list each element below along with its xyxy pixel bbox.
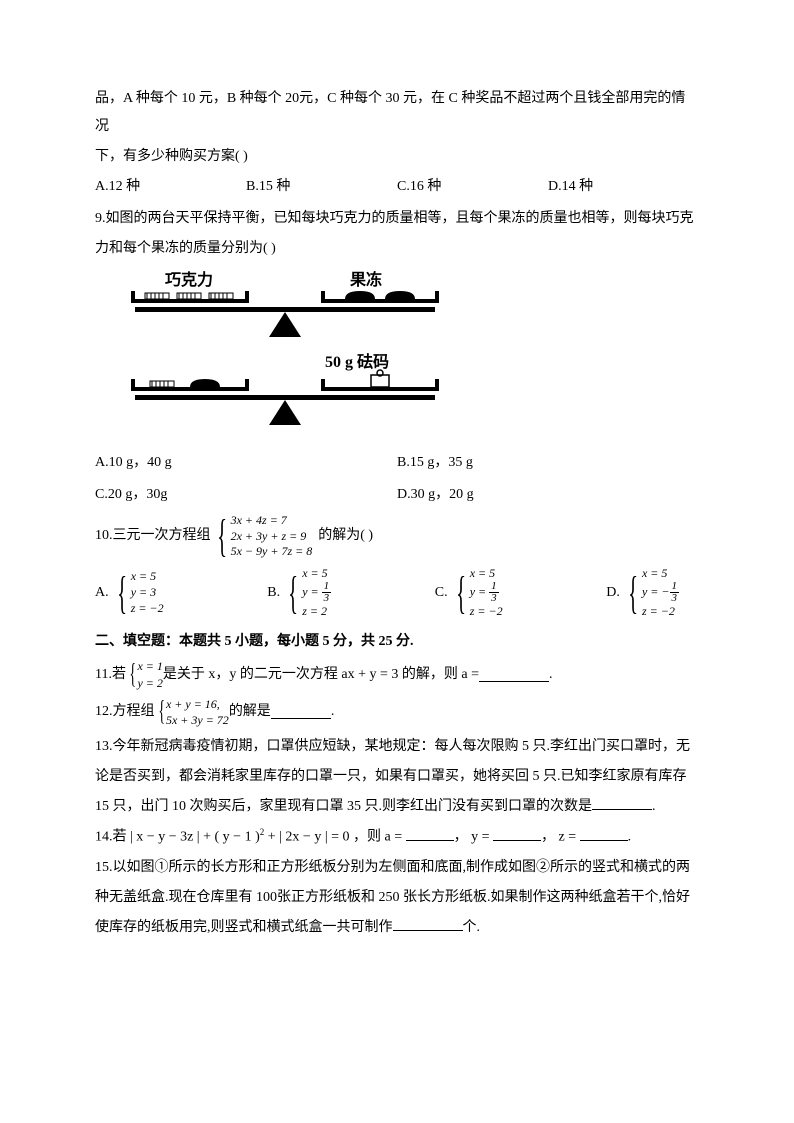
q12-end: .: [331, 698, 335, 726]
bottom-left-pan: [131, 379, 249, 391]
q10c-l3: z = −2: [470, 604, 503, 620]
q10-opt-c: C. { x = 5 y = 13 z = −2: [435, 566, 503, 620]
q10d-l3: z = −2: [642, 604, 679, 620]
q10-eq2: 2x + 3y + z = 9: [231, 529, 313, 545]
q13-l2: 论是否买到，都会消耗家里库存的口罩一只，如果有口罩买，她将买回 5 只.已知李红…: [95, 763, 699, 791]
q13-l1: 13.今年新冠病毒疫情初期，口罩供应短缺，某地规定：每人每次限购 5 只.李红出…: [95, 733, 699, 761]
top-beam: [135, 307, 435, 312]
q11-eq1: x = 1: [137, 658, 162, 675]
q14-blank3: [580, 827, 628, 841]
q11-prefix: 11.若: [95, 661, 126, 689]
q14-pre: 14.若 | x − y − 3z | + ( y − 1 ): [95, 830, 260, 845]
q11-blank: [479, 668, 549, 682]
q12-mid: 的解是: [229, 698, 271, 726]
top-left-pan: [131, 291, 249, 303]
q10-options: A. { x = 5 y = 3 z = −2 B. { x = 5 y = 1…: [95, 566, 699, 620]
bottom-fulcrum: [269, 400, 301, 425]
q14-blank1: [406, 827, 454, 841]
q13-blank: [592, 796, 652, 810]
q10-system: { 3x + 4z = 7 2x + 3y + z = 9 5x − 9y + …: [211, 513, 313, 560]
q10-eq1: 3x + 4z = 7: [231, 513, 313, 529]
q10-opt-b: B. { x = 5 y = 13 z = 2: [267, 566, 331, 620]
q10a-l3: z = −2: [131, 601, 164, 617]
q14-mid3: ， z =: [541, 830, 580, 845]
q10d-l1: x = 5: [642, 566, 679, 582]
q12-blank: [271, 705, 331, 719]
q12-prefix: 12.方程组: [95, 698, 155, 726]
q10c-l2: y = 13: [470, 581, 503, 604]
q15-blank: [393, 917, 463, 931]
weight-label: 50 g 砝码: [325, 352, 389, 371]
q13-l3a: 15 只，出门 10 次购买后，家里现有口罩 35 只.则李红出门没有买到口罩的…: [95, 799, 592, 814]
q11-system: { x = 1 y = 2: [126, 658, 163, 692]
q10-opt-a: A. { x = 5 y = 3 z = −2: [95, 566, 164, 620]
q9-options-row1: A.10 g，40 g B.15 g，35 g: [95, 449, 699, 477]
q8-opt-b: B.15 种: [246, 173, 397, 201]
q10d-l2: y = −13: [642, 581, 679, 604]
jelly-label: 果冻: [349, 271, 382, 289]
q15-l3: 使库存的纸板用完,则竖式和横式纸盒一共可制作 个.: [95, 914, 699, 942]
top-fulcrum: [269, 312, 301, 337]
q8-line2: 下，有多少种购买方案( ): [95, 143, 699, 171]
q10c-l1: x = 5: [470, 566, 503, 582]
q14-mid1: + | 2x − y | = 0 ，则 a =: [264, 830, 405, 845]
q12: 12.方程组 { x + y = 16, 5x + 3y = 72 的解是 .: [95, 696, 699, 730]
q10b-l2: y = 13: [302, 581, 331, 604]
choco-label: 巧克力: [165, 271, 213, 289]
q12-system: { x + y = 16, 5x + 3y = 72: [155, 696, 229, 730]
q8-opt-a: A.12 种: [95, 173, 246, 201]
balance-diagram: 巧克力 果冻 50 g 砝码: [115, 271, 699, 441]
q14: 14.若 | x − y − 3z | + ( y − 1 )2 + | 2x …: [95, 823, 699, 852]
q10-stem: 10.三元一次方程组 { 3x + 4z = 7 2x + 3y + z = 9…: [95, 513, 699, 560]
q8-opt-d: D.14 种: [548, 173, 699, 201]
q10-prefix: 10.三元一次方程组: [95, 522, 211, 550]
q12-eq1: x + y = 16,: [166, 696, 229, 713]
q13-l3: 15 只，出门 10 次购买后，家里现有口罩 35 只.则李红出门没有买到口罩的…: [95, 793, 699, 821]
q9-opt-d: D.30 g，20 g: [397, 481, 699, 509]
q10-suffix: 的解为( ): [318, 522, 373, 550]
q9-opt-a: A.10 g，40 g: [95, 449, 397, 477]
q15-l2: 种无盖纸盒.现在仓库里有 100张正方形纸板和 250 张长方形纸板.如果制作这…: [95, 884, 699, 912]
q13-l3b: .: [652, 799, 656, 814]
q10b-l3: z = 2: [302, 604, 331, 620]
q15-l3a: 使库存的纸板用完,则竖式和横式纸盒一共可制作: [95, 920, 393, 935]
q8-opt-c: C.16 种: [397, 173, 548, 201]
q8-options: A.12 种 B.15 种 C.16 种 D.14 种: [95, 173, 699, 201]
q14-mid2: ， y =: [454, 830, 493, 845]
q10-opt-d: D. { x = 5 y = −13 z = −2: [606, 566, 679, 620]
bottom-right-pan: [321, 370, 439, 391]
top-right-pan: [321, 291, 439, 303]
q14-blank2: [493, 827, 541, 841]
q15-l1: 15.以如图①所示的长方形和正方形纸板分别为左侧面和底面,制作成如图②所示的竖式…: [95, 854, 699, 882]
q9-line2: 力和每个果冻的质量分别为( ): [95, 235, 699, 263]
section2-title: 二、填空题：本题共 5 小题，每小题 5 分，共 25 分.: [95, 628, 699, 656]
q10b-l1: x = 5: [302, 566, 331, 582]
q11-mid: 是关于 x，y 的二元一次方程 ax + y = 3 的解，则 a =: [163, 661, 479, 689]
q9-opt-c: C.20 g，30g: [95, 481, 397, 509]
q10a-l2: y = 3: [131, 585, 164, 601]
bottom-beam: [135, 395, 435, 400]
q15-l3b: 个.: [463, 920, 481, 935]
q14-end: .: [628, 830, 632, 845]
q9-line1: 9.如图的两台天平保持平衡，已知每块巧克力的质量相等，且每个果冻的质量也相等，则…: [95, 205, 699, 233]
q9-opt-b: B.15 g，35 g: [397, 449, 699, 477]
q8-line1: 品，A 种每个 10 元，B 种每个 20元，C 种每个 30 元，在 C 种奖…: [95, 85, 699, 141]
q9-options-row2: C.20 g，30g D.30 g，20 g: [95, 481, 699, 509]
q11: 11.若 { x = 1 y = 2 是关于 x，y 的二元一次方程 ax + …: [95, 658, 699, 692]
q12-eq2: 5x + 3y = 72: [166, 712, 229, 729]
q10a-l1: x = 5: [131, 569, 164, 585]
q10-eq3: 5x − 9y + 7z = 8: [231, 544, 313, 560]
q11-end: .: [549, 661, 553, 689]
q11-eq2: y = 2: [137, 675, 162, 692]
